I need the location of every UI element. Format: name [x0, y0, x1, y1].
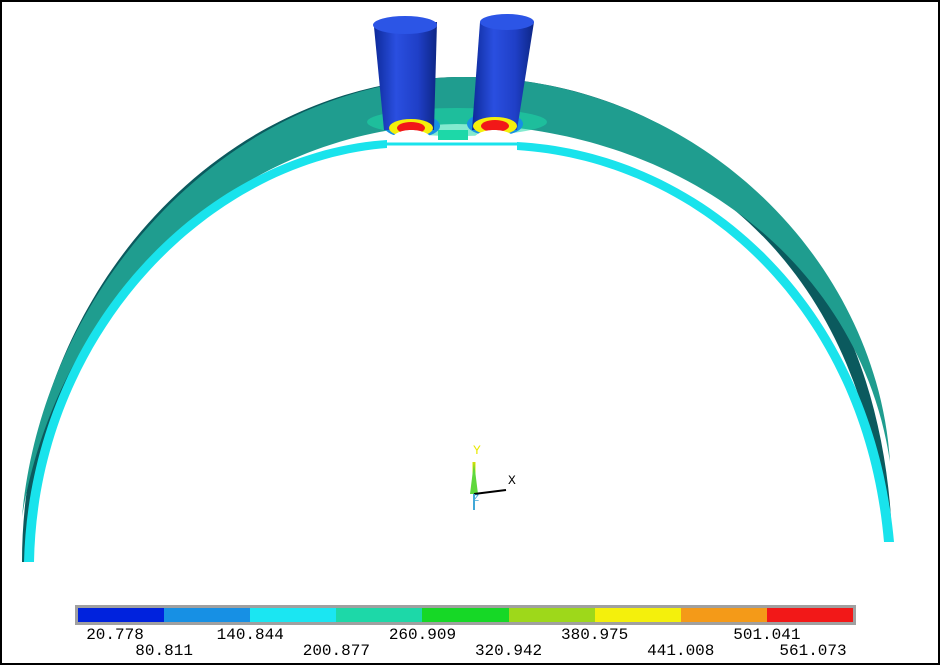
legend-value-label: 20.778 [86, 626, 144, 644]
legend-swatch [164, 608, 251, 622]
legend-swatch [422, 608, 509, 622]
shell-outer-surface [22, 76, 892, 563]
axis-z-label: Z [473, 494, 480, 505]
legend-value-label: 140.844 [216, 626, 284, 644]
nozzle-right-top [480, 14, 534, 30]
legend-value-label: 380.975 [561, 626, 629, 644]
axis-y-label: Y [473, 443, 481, 458]
nozzle-left-top [373, 16, 437, 34]
hotspot-right-core [481, 120, 509, 132]
legend-swatch [336, 608, 423, 622]
legend-value-label: 501.041 [733, 626, 801, 644]
nozzle-left [374, 22, 437, 130]
legend-swatch [250, 608, 337, 622]
legend-value-label: 260.909 [388, 626, 457, 644]
nozzle-gap [438, 130, 468, 140]
triad-x-axis [473, 489, 507, 495]
nozzle-left-bore [390, 130, 434, 142]
legend-swatch [508, 608, 595, 622]
legend-value-label: 80.811 [135, 642, 193, 660]
nozzle-right-bore [472, 130, 517, 142]
nozzle-right [472, 22, 534, 130]
axis-x-label: X [508, 473, 516, 488]
legend-swatch [594, 608, 681, 622]
legend-value-label: 200.877 [302, 642, 370, 660]
legend-value-label: 561.073 [779, 642, 847, 660]
triad-y-fill [470, 462, 478, 494]
legend-swatch [680, 608, 767, 622]
legend-value-label: 441.008 [647, 642, 715, 660]
legend-swatch [766, 608, 853, 622]
legend-swatch [78, 608, 165, 622]
contour-legend-bar [75, 605, 856, 625]
legend-value-label: 320.942 [474, 642, 543, 660]
